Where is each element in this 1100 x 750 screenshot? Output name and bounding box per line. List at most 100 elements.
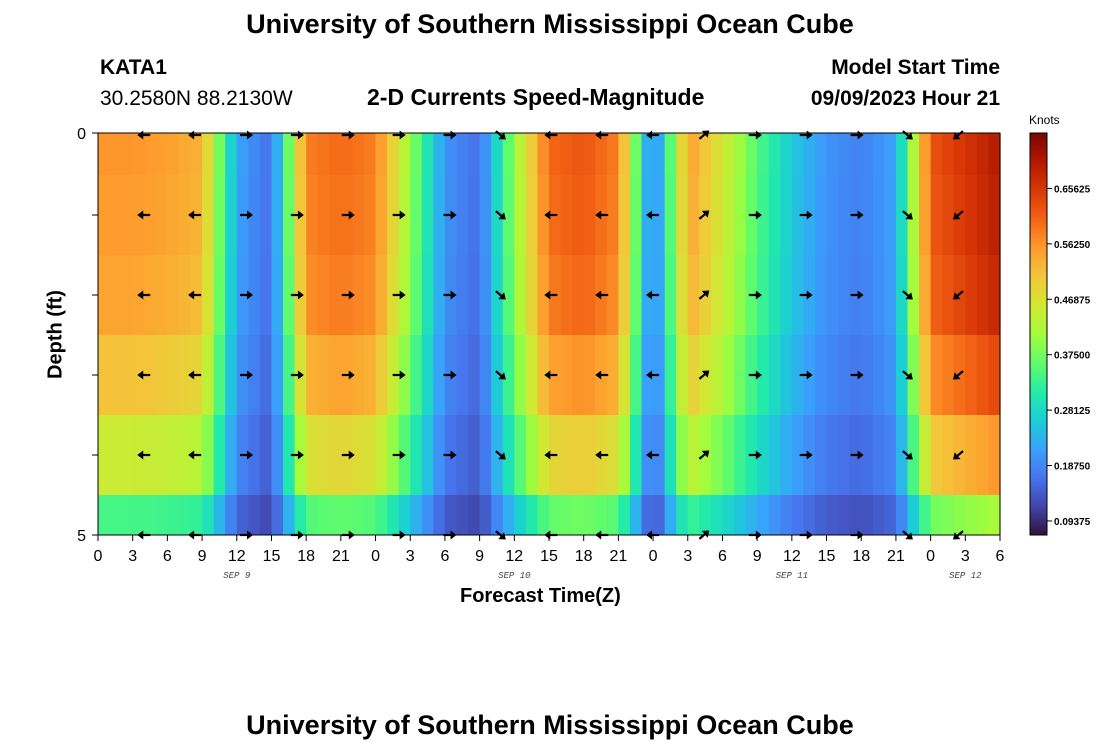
heatmap-cell xyxy=(861,255,874,335)
current-arrow xyxy=(953,290,964,300)
current-arrows xyxy=(137,130,964,540)
heatmap-cell xyxy=(421,335,434,415)
current-arrow xyxy=(290,370,304,380)
heatmap-cell xyxy=(722,415,735,495)
heatmap-cell xyxy=(572,133,585,175)
heatmap-cell xyxy=(502,415,515,495)
x-tick-label: 15 xyxy=(263,548,281,565)
current-arrow xyxy=(341,450,355,460)
heatmap-cell xyxy=(259,495,273,535)
current-arrow xyxy=(595,210,609,220)
heatmap-cell xyxy=(155,415,168,495)
heatmap-cell xyxy=(213,335,226,415)
colorbar: 0.65625 0.56250 0.46875 0.37500 0.28125 0.187… xyxy=(1029,132,1091,536)
heatmap-cell xyxy=(236,495,249,535)
heatmap-cell xyxy=(444,133,458,175)
heatmap-cell xyxy=(884,495,897,535)
heatmap-cell xyxy=(283,255,296,335)
heatmap-cell xyxy=(167,495,180,535)
station-coords: 30.2580N 88.2130W xyxy=(100,87,293,110)
heatmap-cell xyxy=(537,133,550,175)
heatmap-cell xyxy=(456,495,469,535)
heatmap-cell xyxy=(109,133,122,175)
heatmap-cell xyxy=(838,133,851,175)
current-arrow xyxy=(495,370,506,380)
heatmap-cell xyxy=(965,495,978,535)
heatmap-cell xyxy=(965,415,978,495)
heatmap-cell xyxy=(606,495,619,535)
current-arrow xyxy=(392,450,406,460)
heatmap-cell xyxy=(745,495,758,535)
heatmap-cell xyxy=(190,495,203,535)
heatmap-cell xyxy=(629,133,643,175)
heatmap-cell xyxy=(363,133,377,175)
heatmap-cell xyxy=(919,495,932,535)
heatmap-cell xyxy=(144,255,157,335)
heatmap-cell xyxy=(710,255,724,335)
heatmap-cell xyxy=(757,415,770,495)
current-arrow xyxy=(188,530,202,540)
heatmap-cell xyxy=(641,495,654,535)
x-tick-label: 12 xyxy=(505,548,523,565)
heatmap-cell xyxy=(514,175,527,255)
heatmap-cell xyxy=(202,133,215,175)
heatmap-cell xyxy=(433,255,446,335)
heatmap-cell xyxy=(988,495,1001,535)
heatmap-cell xyxy=(595,495,608,535)
heatmap-cell xyxy=(283,133,296,175)
heatmap-cell xyxy=(629,335,643,415)
heatmap-cell xyxy=(757,335,770,415)
heatmap-cell xyxy=(572,175,585,255)
date-label: SEP 9 xyxy=(223,571,251,581)
heatmap-cell xyxy=(213,495,226,535)
heatmap-cell xyxy=(178,415,192,495)
heatmap-cell xyxy=(907,495,920,535)
heatmap-cell xyxy=(375,335,388,415)
heatmap-cell xyxy=(98,175,111,255)
heatmap-cell xyxy=(872,175,885,255)
heatmap-cell xyxy=(641,133,654,175)
heatmap-cell xyxy=(537,175,550,255)
heatmap-cell xyxy=(537,495,550,535)
heatmap-cell xyxy=(676,335,689,415)
heatmap-cell xyxy=(421,415,434,495)
heatmap-cell xyxy=(514,255,527,335)
heatmap-cell xyxy=(248,133,261,175)
heatmap-cell xyxy=(502,255,515,335)
heatmap-cell xyxy=(479,255,492,335)
heatmap-cell xyxy=(710,133,724,175)
heatmap-cell xyxy=(976,133,990,175)
heatmap-cell xyxy=(248,255,261,335)
heatmap-cell xyxy=(167,415,180,495)
heatmap-cell xyxy=(988,133,1001,175)
heatmap-cell xyxy=(583,133,596,175)
heatmap-cell xyxy=(167,133,180,175)
heatmap-cell xyxy=(155,255,168,335)
current-arrow xyxy=(290,290,304,300)
station-id: KATA1 xyxy=(100,56,167,79)
heatmap-cell xyxy=(849,133,862,175)
heatmap-cell xyxy=(791,175,805,255)
current-arrow xyxy=(137,370,151,380)
heatmap-cell xyxy=(838,495,851,535)
heatmap-cell xyxy=(340,133,354,175)
heatmap-cell xyxy=(687,255,700,335)
heatmap-cell xyxy=(791,495,805,535)
heatmap-cell xyxy=(560,175,573,255)
heatmap-cell xyxy=(294,495,307,535)
heatmap-cell xyxy=(468,133,481,175)
heatmap-cell xyxy=(965,133,978,175)
heatmap-cell xyxy=(491,335,504,415)
colorbar-tick-label: 0.28125 xyxy=(1054,406,1091,417)
current-arrow xyxy=(646,130,660,140)
heatmap-cell xyxy=(144,175,157,255)
heatmap-cell xyxy=(502,495,515,535)
heatmap-cell xyxy=(121,335,134,415)
heatmap-cell xyxy=(872,133,885,175)
current-arrow xyxy=(392,290,406,300)
heatmap-cell xyxy=(907,415,920,495)
heatmap-cell xyxy=(965,255,978,335)
heatmap-cell xyxy=(178,175,192,255)
heatmap-cell xyxy=(98,495,111,535)
heatmap-cell xyxy=(363,175,377,255)
